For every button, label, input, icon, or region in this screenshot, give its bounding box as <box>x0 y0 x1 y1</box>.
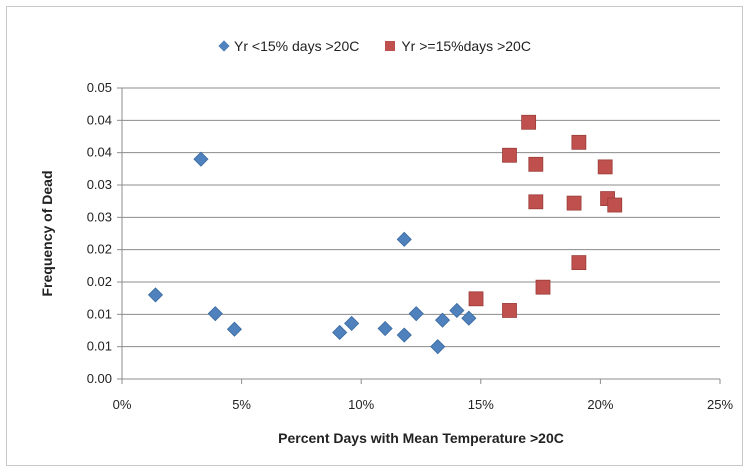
data-point-series-1 <box>409 307 423 321</box>
data-point-series-2 <box>469 292 483 306</box>
data-point-series-2 <box>598 160 612 174</box>
x-tick-label: 15% <box>468 397 494 412</box>
data-point-series-1 <box>148 288 162 302</box>
x-axis-title: Percent Days with Mean Temperature >20C <box>278 430 564 446</box>
data-point-series-1 <box>333 325 347 339</box>
data-point-series-1 <box>462 311 476 325</box>
y-tick-label: 0.04 <box>87 112 112 127</box>
y-axis-title: Frequency of Dead <box>39 170 55 296</box>
data-point-series-1 <box>227 322 241 336</box>
data-point-series-2 <box>572 256 586 270</box>
data-point-series-2 <box>529 195 543 209</box>
y-tick-label: 0.05 <box>87 80 112 95</box>
data-point-series-2 <box>536 280 550 294</box>
y-tick-label: 0.01 <box>87 339 112 354</box>
data-point-series-1 <box>208 307 222 321</box>
data-point-series-1 <box>397 232 411 246</box>
x-tick-label: 5% <box>232 397 251 412</box>
x-tick-label: 10% <box>348 397 374 412</box>
data-point-series-2 <box>522 115 536 129</box>
y-tick-label: 0.02 <box>87 274 112 289</box>
y-tick-label: 0.00 <box>87 371 112 386</box>
data-point-series-1 <box>345 316 359 330</box>
data-point-series-2 <box>608 198 622 212</box>
y-tick-label: 0.03 <box>87 177 112 192</box>
data-point-series-1 <box>194 152 208 166</box>
data-point-series-2 <box>529 157 543 171</box>
data-point-series-1 <box>436 313 450 327</box>
data-point-series-2 <box>567 196 581 210</box>
data-point-series-2 <box>503 303 517 317</box>
x-tick-label: 25% <box>707 397 733 412</box>
data-point-series-2 <box>503 148 517 162</box>
data-point-series-1 <box>450 303 464 317</box>
y-tick-label: 0.04 <box>87 145 112 160</box>
y-tick-label: 0.01 <box>87 306 112 321</box>
y-tick-label: 0.02 <box>87 242 112 257</box>
x-tick-label: 0% <box>113 397 132 412</box>
data-point-series-1 <box>397 328 411 342</box>
y-tick-label: 0.03 <box>87 209 112 224</box>
data-point-series-2 <box>572 135 586 149</box>
data-point-series-1 <box>431 340 445 354</box>
data-point-series-1 <box>378 322 392 336</box>
x-tick-label: 20% <box>587 397 613 412</box>
